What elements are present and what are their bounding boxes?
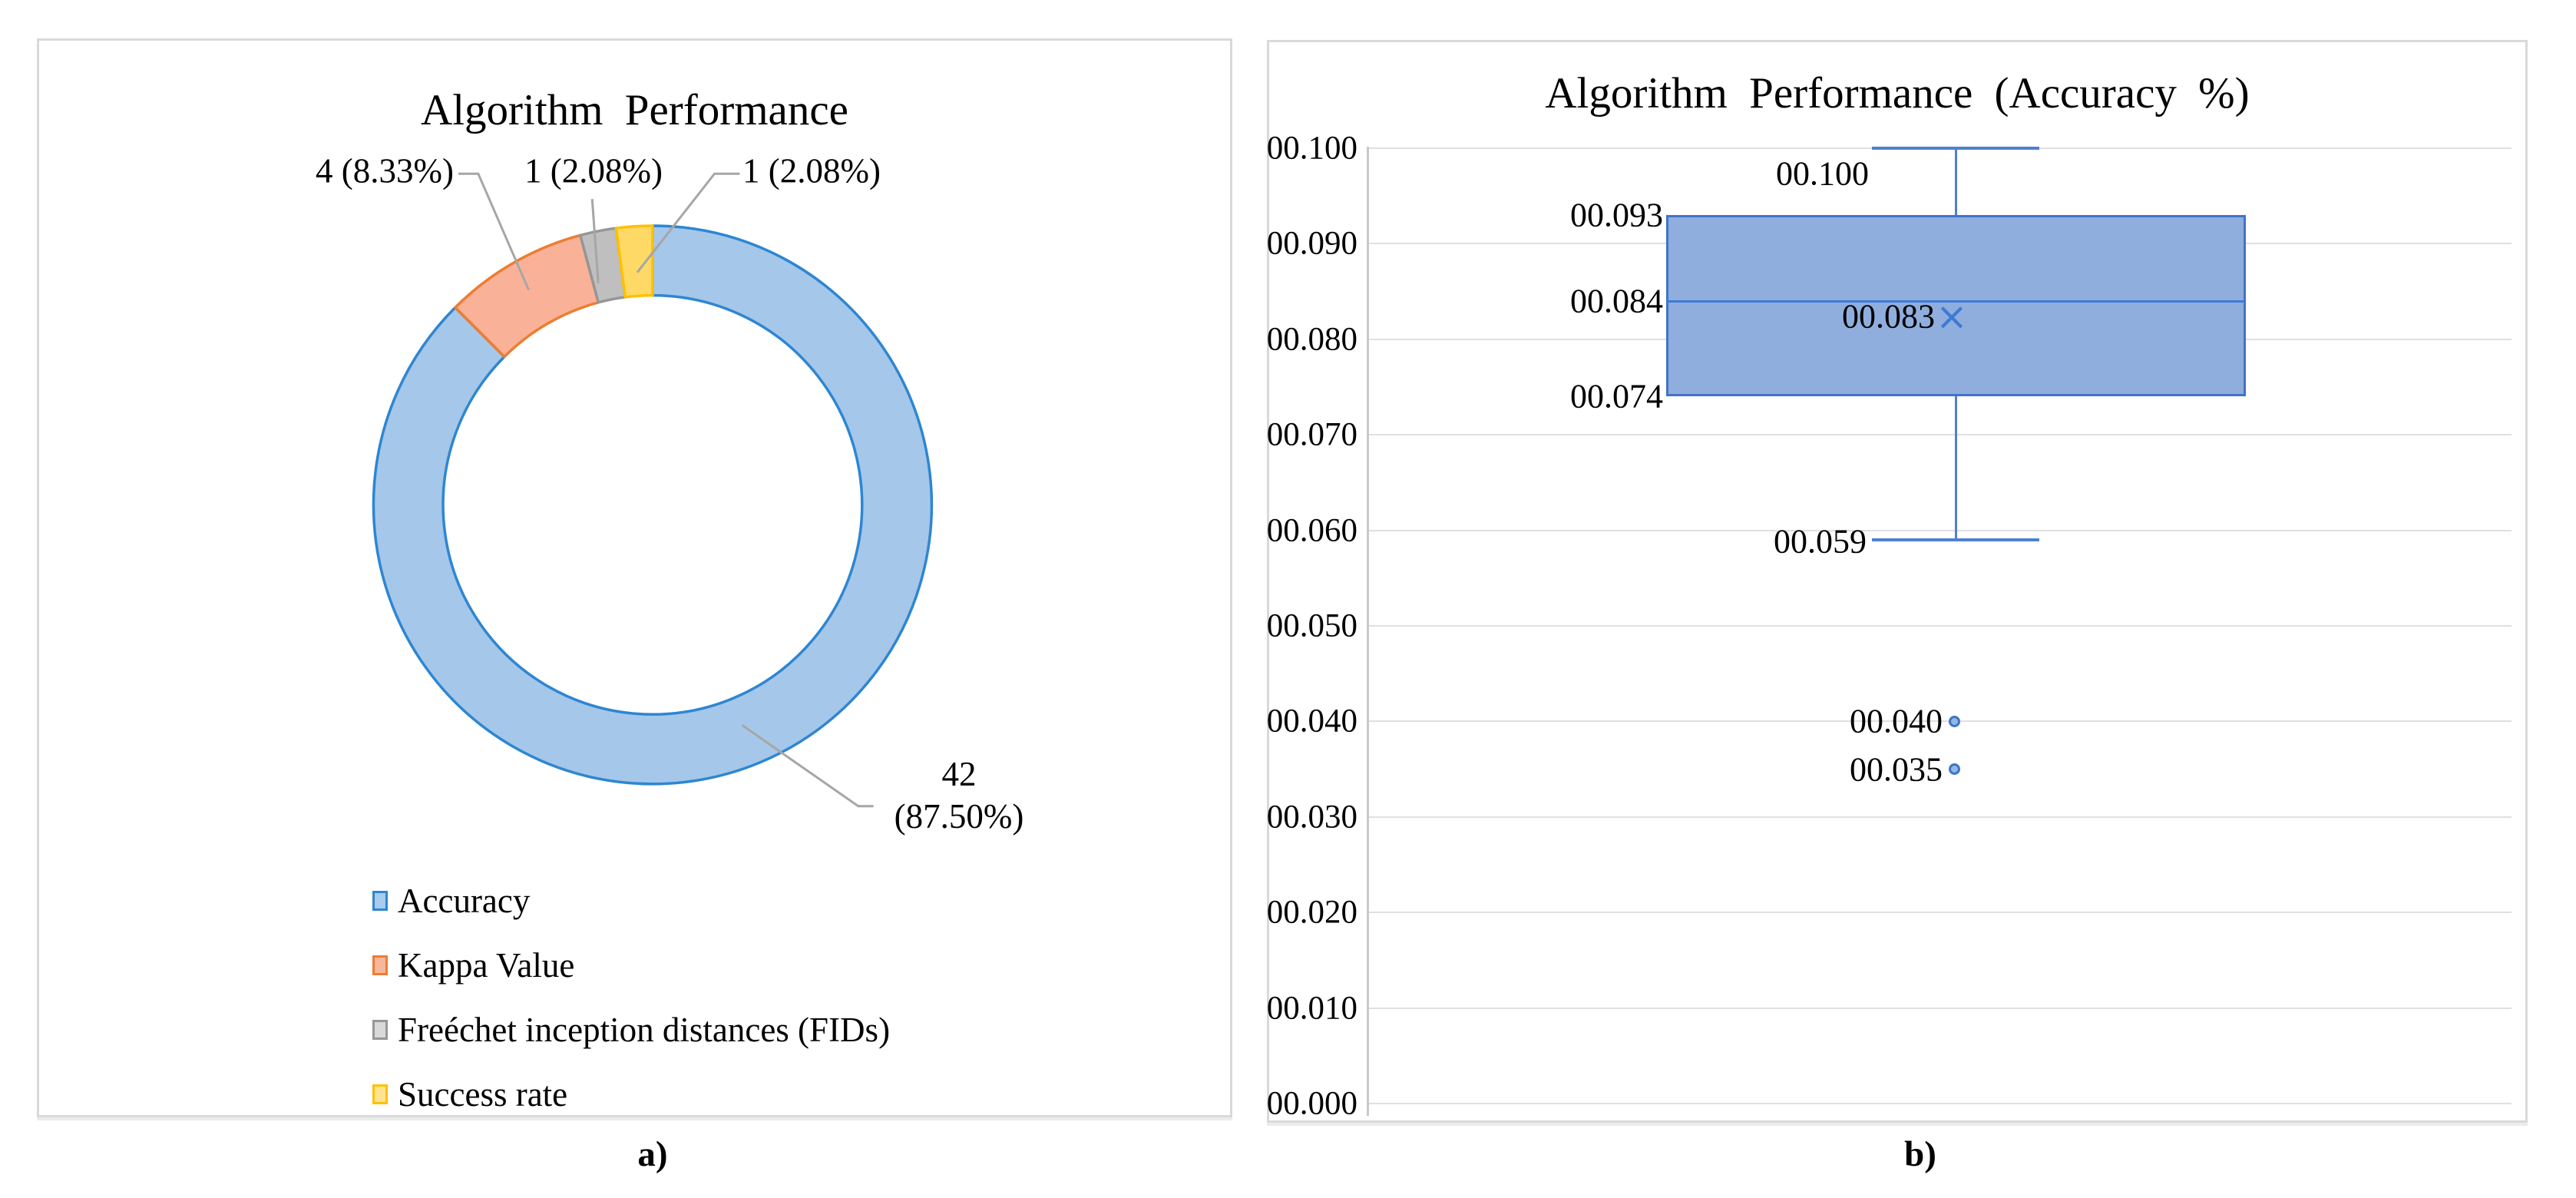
doughnut-slice-accuracy bbox=[372, 224, 934, 786]
legend-label-kappa-value: Kappa Value bbox=[398, 945, 575, 985]
legend-label-accuracy: Accuracy bbox=[398, 881, 531, 920]
median-line bbox=[1666, 300, 2246, 303]
callout-accuracy: 42 (87.50%) bbox=[894, 753, 1024, 838]
donut-chart-title: Algorithm Performance bbox=[421, 86, 848, 134]
doughnut-slice-success-rate bbox=[614, 224, 654, 299]
gridline bbox=[1368, 625, 2512, 627]
callout-success-rate: 1 (2.08%) bbox=[742, 151, 881, 190]
legend-item-kappa-value: Kappa Value bbox=[372, 944, 890, 986]
legend: Accuracy Kappa Value Freéchet inception … bbox=[372, 879, 890, 1137]
label-whisker-low: 00.059 bbox=[1774, 522, 1867, 561]
upper-whisker-cap bbox=[1872, 147, 2039, 150]
y-tick-label: 00.040 bbox=[1266, 703, 1357, 740]
y-tick-label: 00.000 bbox=[1266, 1085, 1357, 1122]
y-tick-label: 00.070 bbox=[1266, 416, 1357, 453]
y-tick-label: 00.060 bbox=[1266, 512, 1357, 549]
callout-leader-accuracy bbox=[741, 723, 874, 808]
callout-leader-kappa-value bbox=[458, 172, 530, 291]
callout-accuracy-percent: (87.50%) bbox=[894, 796, 1024, 836]
label-mean: 00.083 bbox=[1842, 297, 1935, 336]
y-tick-label: 00.090 bbox=[1266, 225, 1357, 262]
lower-whisker-cap bbox=[1872, 538, 2039, 542]
outlier-dot-1 bbox=[1948, 715, 1960, 727]
label-median: 00.084 bbox=[1570, 282, 1663, 320]
doughnut-chart bbox=[372, 172, 934, 808]
gridline bbox=[1368, 434, 2512, 436]
callout-kappa-value: 4 (8.33%) bbox=[316, 151, 454, 190]
label-outlier-1: 00.040 bbox=[1850, 702, 1943, 740]
callout-fids: 1 (2.08%) bbox=[524, 151, 663, 190]
gridline bbox=[1368, 912, 2512, 914]
caption-a: a) bbox=[637, 1134, 668, 1174]
label-whisker-high: 00.100 bbox=[1776, 154, 1869, 193]
y-tick-label: 00.080 bbox=[1266, 321, 1357, 358]
caption-b: b) bbox=[1904, 1134, 1936, 1174]
legend-label-success-rate: Success rate bbox=[398, 1074, 568, 1114]
lower-whisker-line bbox=[1954, 396, 1957, 541]
legend-swatch-success-rate bbox=[372, 1084, 388, 1104]
outlier-dot-2 bbox=[1948, 763, 1960, 776]
y-axis-line bbox=[1367, 147, 1369, 1116]
gridline bbox=[1368, 816, 2512, 818]
panel-a: Algorithm Performance 4 (8.33%) 1 (2.08%… bbox=[37, 38, 1232, 1117]
gridline bbox=[1368, 720, 2512, 723]
box bbox=[1666, 215, 2246, 397]
callout-leader-success-rate bbox=[636, 172, 740, 273]
gridline bbox=[1368, 1007, 2512, 1009]
gridline bbox=[1368, 529, 2512, 531]
y-tick-label: 00.020 bbox=[1266, 894, 1357, 931]
label-q1: 00.074 bbox=[1570, 377, 1663, 415]
callout-accuracy-value: 42 bbox=[941, 755, 977, 793]
boxplot-title: Algorithm Performance (Accuracy %) bbox=[1545, 69, 2250, 117]
boxplot-plot-area: 00.100 00.090 00.080 00.070 00.060 00.050 00.0… bbox=[1266, 42, 2525, 1122]
legend-item-fids: Freéchet inception distances (FIDs) bbox=[372, 1008, 890, 1051]
legend-swatch-kappa-value bbox=[372, 955, 388, 975]
panel-b: Algorithm Performance (Accuracy %) 00.10… bbox=[1267, 40, 2528, 1123]
label-outlier-2: 00.035 bbox=[1850, 750, 1943, 789]
gridline bbox=[1368, 1103, 2512, 1104]
mean-marker: × bbox=[1936, 294, 1968, 339]
label-q3: 00.093 bbox=[1570, 196, 1663, 234]
legend-item-success-rate: Success rate bbox=[372, 1073, 890, 1115]
legend-item-accuracy: Accuracy bbox=[372, 879, 890, 922]
y-tick-label: 00.050 bbox=[1266, 607, 1357, 644]
callout-leader-fids bbox=[590, 199, 600, 283]
y-tick-label: 00.030 bbox=[1266, 799, 1357, 836]
legend-label-fids: Freéchet inception distances (FIDs) bbox=[398, 1010, 891, 1049]
legend-swatch-accuracy bbox=[372, 890, 388, 911]
y-tick-label: 00.100 bbox=[1266, 130, 1357, 167]
legend-swatch-fids bbox=[372, 1019, 388, 1040]
y-tick-label: 00.010 bbox=[1266, 990, 1357, 1027]
upper-whisker-line bbox=[1954, 148, 1957, 216]
